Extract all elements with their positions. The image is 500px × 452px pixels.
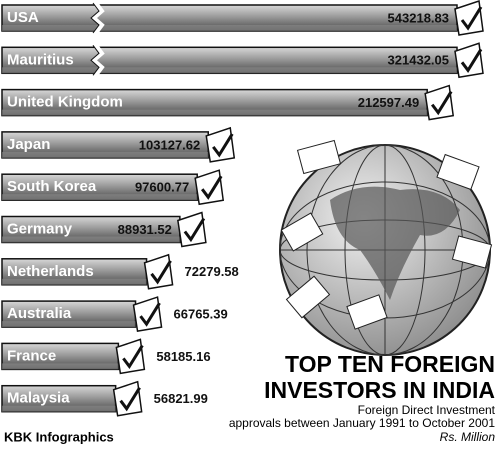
bar-base (2, 25, 457, 31)
check-icon (454, 0, 484, 36)
globe-illustration (279, 139, 493, 356)
check-mark (119, 386, 141, 412)
check-mark (201, 175, 223, 200)
check-icon (112, 380, 143, 417)
check-mark (460, 6, 483, 31)
axis-break (90, 1, 105, 35)
check-mark (122, 344, 144, 370)
bar-base (2, 194, 198, 201)
bars: USA 543218.83 Mauritius 321432.05 United Kin… (1, 0, 484, 417)
category-label: United Kingdom (7, 94, 123, 111)
value-label: 56821.99 (154, 391, 208, 406)
category-label: France (7, 347, 56, 364)
value-label: 321432.05 (388, 53, 449, 68)
check-icon (115, 338, 146, 375)
check-mark (150, 260, 172, 285)
chart-title: INVESTORS IN INDIA (264, 377, 495, 403)
bar-base (2, 363, 119, 370)
value-label: 58185.16 (156, 349, 210, 364)
check-icon (177, 211, 207, 248)
check-icon (454, 42, 484, 79)
axis-break (90, 44, 100, 76)
check-icon (132, 296, 163, 332)
value-label: 543218.83 (388, 10, 449, 25)
value-label: 88931.52 (118, 222, 172, 237)
category-label: South Korea (7, 178, 97, 195)
category-label: Germany (7, 220, 73, 237)
value-label: 97600.77 (135, 180, 189, 195)
bar-base (2, 321, 136, 328)
value-label: 72279.58 (185, 264, 239, 279)
category-label: USA (7, 9, 39, 26)
chart-title: TOP TEN FOREIGN (285, 351, 495, 377)
category-label: Mauritius (7, 51, 74, 68)
check-mark (212, 133, 234, 158)
axis-break (90, 44, 105, 77)
category-label: Australia (7, 305, 72, 322)
chart-subtitle: approvals between January 1991 to Octobe… (229, 416, 496, 430)
bar-base (2, 236, 180, 243)
value-label: 103127.62 (139, 137, 200, 152)
check-icon (424, 84, 455, 121)
category-label: Malaysia (7, 390, 70, 407)
unit-label: Rs. Million (440, 430, 496, 444)
source-label: KBK Infographics (4, 429, 114, 444)
check-icon (205, 126, 236, 163)
category-label: Japan (7, 136, 50, 153)
bar-base (2, 67, 457, 74)
chart-subtitle: Foreign Direct Investment (358, 403, 496, 417)
check-mark (183, 217, 206, 243)
check-icon (194, 169, 225, 206)
axis-break (90, 2, 100, 34)
bar-base (2, 278, 147, 285)
value-label: 66765.39 (174, 307, 228, 322)
check-mark (139, 302, 161, 327)
bar-base (2, 151, 209, 158)
check-icon (143, 253, 174, 290)
value-label: 212597.49 (358, 95, 419, 110)
check-mark (430, 90, 453, 116)
bar-base (2, 405, 116, 412)
check-mark (460, 48, 483, 73)
category-label: Netherlands (7, 263, 94, 280)
bar-base (2, 109, 428, 116)
